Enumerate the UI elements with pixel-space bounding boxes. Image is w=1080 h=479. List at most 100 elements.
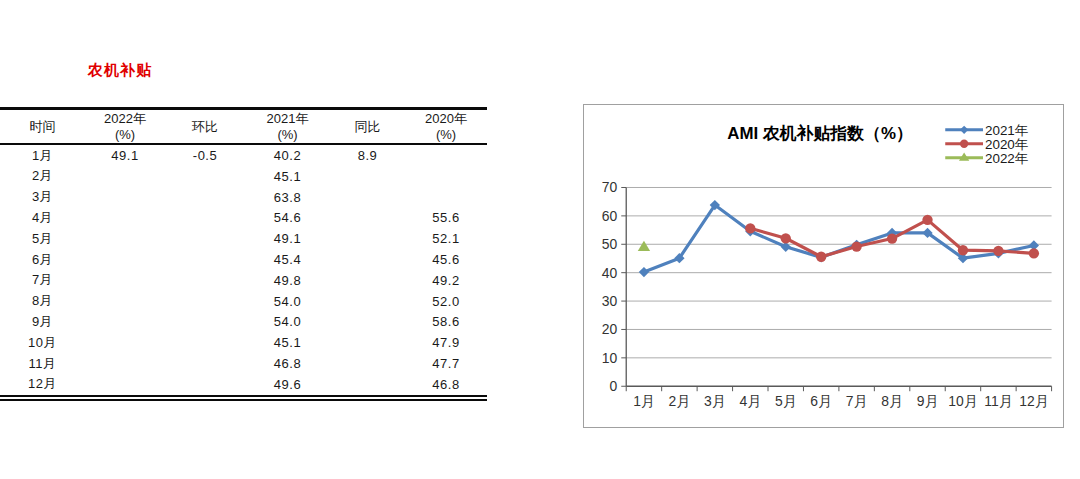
- col-header-yoy: 同比: [330, 109, 405, 145]
- cell-2021: 54.0: [245, 291, 330, 312]
- x-axis-label: 2月: [669, 393, 691, 409]
- col-header-line1: 同比: [330, 119, 405, 135]
- table-row: 12月49.646.8: [0, 374, 487, 398]
- cell-2021: 63.8: [245, 187, 330, 208]
- col-header-line1: 环比: [165, 119, 245, 135]
- y-axis-label: 40: [602, 265, 618, 281]
- cell-2020: 58.6: [405, 312, 487, 333]
- cell-2021: 49.6: [245, 374, 330, 398]
- cell-mom: [165, 312, 245, 333]
- cell-2021: 46.8: [245, 353, 330, 374]
- col-header-2020: 2020年(%): [405, 109, 487, 145]
- table-row: 2月45.1: [0, 166, 487, 187]
- x-axis-label: 8月: [881, 393, 903, 409]
- y-axis-label: 20: [602, 321, 618, 337]
- cell-2020: 47.9: [405, 332, 487, 353]
- cell-2021: 45.4: [245, 249, 330, 270]
- cell-yoy: [330, 353, 405, 374]
- report-page: 农机补贴 时间 2022年(%) 环比 2021年(%) 同比 2020年(%)…: [0, 0, 1080, 479]
- legend-label: 2020年: [985, 137, 1029, 152]
- x-axis-label: 11月: [984, 393, 1012, 409]
- col-header-mom: 环比: [165, 109, 245, 145]
- cell-2021: 49.1: [245, 228, 330, 249]
- cell-month: 4月: [0, 208, 85, 229]
- marker-circle: [922, 215, 932, 225]
- x-axis-label: 7月: [846, 393, 868, 409]
- legend-marker-circle: [960, 140, 968, 148]
- marker-diamond: [639, 267, 649, 277]
- cell-yoy: [330, 249, 405, 270]
- cell-2022: [85, 291, 165, 312]
- cell-month: 1月: [0, 144, 85, 166]
- table-row: 7月49.849.2: [0, 270, 487, 291]
- cell-yoy: [330, 332, 405, 353]
- x-axis-label: 5月: [775, 393, 797, 409]
- cell-month: 12月: [0, 374, 85, 398]
- cell-month: 8月: [0, 291, 85, 312]
- cell-2022: [85, 353, 165, 374]
- cell-2022: [85, 166, 165, 187]
- cell-mom: [165, 228, 245, 249]
- cell-2022: [85, 187, 165, 208]
- cell-mom: [165, 291, 245, 312]
- cell-mom: [165, 249, 245, 270]
- cell-2020: 52.0: [405, 291, 487, 312]
- cell-2020: 45.6: [405, 249, 487, 270]
- cell-2020: 52.1: [405, 228, 487, 249]
- cell-2022: [85, 228, 165, 249]
- table-row: 8月 54.0 52.0: [0, 291, 487, 312]
- table-row: 9月54.058.6: [0, 312, 487, 333]
- cell-yoy: [330, 166, 405, 187]
- cell-2022: [85, 332, 165, 353]
- section-title: 农机补贴: [88, 61, 152, 80]
- marker-circle: [816, 252, 826, 262]
- x-axis-label: 1月: [633, 393, 655, 409]
- cell-2021: 45.1: [245, 166, 330, 187]
- legend-label: 2021年: [985, 123, 1029, 138]
- cell-mom: [165, 270, 245, 291]
- table-row: 11月46.847.7: [0, 353, 487, 374]
- cell-2020: 47.7: [405, 353, 487, 374]
- col-header-line2: (%): [85, 127, 165, 143]
- cell-yoy: [330, 291, 405, 312]
- ami-subsidy-chart: 0102030405060701月2月3月4月5月6月7月8月9月10月11月1…: [583, 104, 1064, 428]
- cell-month: 10月: [0, 332, 85, 353]
- cell-yoy: [330, 208, 405, 229]
- cell-month: 3月: [0, 187, 85, 208]
- cell-yoy: [330, 270, 405, 291]
- table-row: 10月 45.1 47.9: [0, 332, 487, 353]
- col-header-line1: 2020年: [405, 111, 487, 127]
- cell-yoy: [330, 187, 405, 208]
- cell-yoy: 8.9: [330, 144, 405, 166]
- marker-circle: [958, 245, 968, 255]
- y-axis-label: 10: [602, 350, 618, 366]
- cell-mom: [165, 332, 245, 353]
- cell-2021: 45.1: [245, 332, 330, 353]
- cell-2020: [405, 187, 487, 208]
- y-axis-label: 30: [602, 293, 618, 309]
- cell-mom: [165, 353, 245, 374]
- cell-month: 7月: [0, 270, 85, 291]
- cell-2021: 54.6: [245, 208, 330, 229]
- cell-2022: [85, 374, 165, 398]
- marker-circle: [851, 241, 861, 251]
- cell-month: 9月: [0, 312, 85, 333]
- marker-triangle: [638, 241, 650, 251]
- cell-mom: [165, 208, 245, 229]
- series-line-2021年: [644, 205, 1034, 272]
- cell-2022: [85, 249, 165, 270]
- table-row: 6月45.445.6: [0, 249, 487, 270]
- cell-2020: [405, 144, 487, 166]
- cell-2022: 49.1: [85, 144, 165, 166]
- cell-yoy: [330, 374, 405, 398]
- x-axis-label: 6月: [810, 393, 832, 409]
- cell-yoy: [330, 312, 405, 333]
- y-axis-label: 70: [602, 179, 618, 195]
- col-header-line1: 时间: [0, 119, 85, 135]
- marker-circle: [993, 246, 1003, 256]
- col-header-line2: (%): [245, 127, 330, 143]
- marker-circle: [781, 233, 791, 243]
- subsidy-table: 时间 2022年(%) 环比 2021年(%) 同比 2020年(%) 1月49…: [0, 107, 487, 401]
- marker-circle: [745, 223, 755, 233]
- cell-mom: [165, 374, 245, 398]
